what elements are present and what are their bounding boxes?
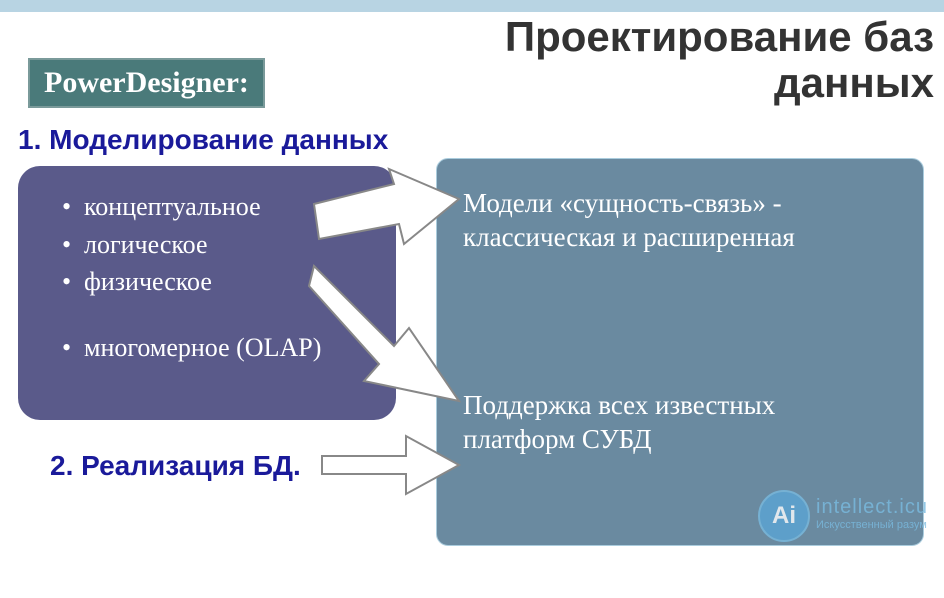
right-text-bottom: Поддержка всех известных платформ СУБД bbox=[463, 389, 823, 457]
watermark-logo: Ai bbox=[758, 490, 810, 542]
title-line-1: Проектирование баз bbox=[505, 14, 934, 60]
watermark-line1: intellect.icu bbox=[816, 496, 928, 519]
decorative-top-bar bbox=[0, 0, 944, 12]
section-2-heading: 2. Реализация БД. bbox=[50, 450, 301, 482]
arrow-3 bbox=[314, 428, 464, 502]
right-panel: Модели «сущность-связь» - классическая и… bbox=[436, 158, 924, 546]
watermark-logo-text: Ai bbox=[772, 502, 796, 530]
arrow-shape bbox=[314, 169, 459, 244]
product-badge-text: PowerDesigner: bbox=[44, 66, 249, 99]
watermark-line2: Искусственный разум bbox=[816, 519, 928, 531]
watermark-text: intellect.icu Искусственный разум bbox=[816, 496, 928, 531]
arrow-2 bbox=[304, 256, 474, 406]
slide-title: Проектирование баз данных bbox=[505, 14, 934, 106]
right-text-top: Модели «сущность-связь» - классическая и… bbox=[463, 187, 883, 255]
arrow-shape bbox=[322, 436, 459, 494]
arrow-1 bbox=[304, 164, 464, 254]
section-1-heading: 1. Моделирование данных bbox=[18, 124, 388, 156]
title-line-2: данных bbox=[505, 60, 934, 106]
product-badge: PowerDesigner: bbox=[28, 58, 265, 108]
arrow-shape bbox=[309, 266, 459, 401]
